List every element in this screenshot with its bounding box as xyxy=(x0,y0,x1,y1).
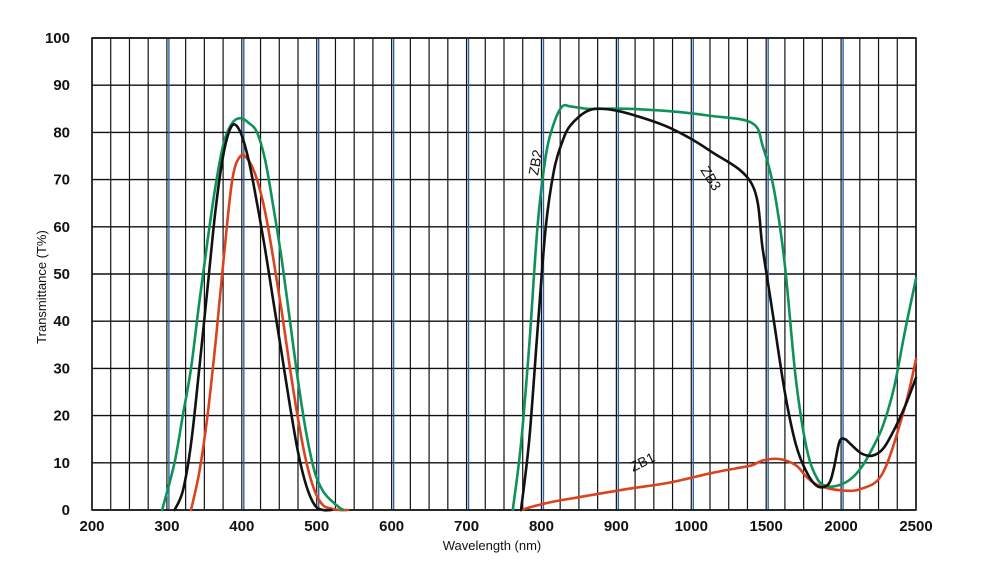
series-labels: ZB1 ZB2 ZB3 xyxy=(525,148,725,474)
x-tick-label: 600 xyxy=(379,518,404,535)
x-tick-label: 800 xyxy=(529,518,554,535)
x-tick-label: 300 xyxy=(154,518,179,535)
x-tick-label: 200 xyxy=(79,518,104,535)
x-tick-label: 700 xyxy=(454,518,479,535)
series-line-zb2 xyxy=(160,116,345,512)
y-tick-label: 90 xyxy=(53,77,70,94)
grid xyxy=(91,37,917,511)
y-tick-label: 40 xyxy=(53,313,70,330)
axes: 0 10 20 30 40 50 60 70 80 90 100 200 300 400 500 600 700… xyxy=(45,30,933,535)
series-line-zb1 xyxy=(189,153,350,512)
series-zb3 xyxy=(173,107,918,512)
series-zb1 xyxy=(189,153,918,512)
x-tick-label: 500 xyxy=(304,518,329,535)
x-tick-label: 1000 xyxy=(675,518,708,535)
x-tick-label: 1500 xyxy=(749,518,782,535)
y-tick-label: 30 xyxy=(53,360,70,377)
y-tick-label: 100 xyxy=(45,30,70,47)
x-tick-label: 2500 xyxy=(899,518,932,535)
y-tick-label: 20 xyxy=(53,408,70,425)
y-tick-label: 10 xyxy=(53,455,70,472)
series-line-zb3 xyxy=(173,122,333,512)
series-line-zb2 xyxy=(511,103,918,512)
series-zb2 xyxy=(160,103,918,512)
y-tick-label: 0 xyxy=(62,502,70,519)
series-label-zb3: ZB3 xyxy=(697,163,724,193)
y-tick-label: 80 xyxy=(53,124,70,141)
x-tick-label: 400 xyxy=(229,518,254,535)
y-tick-label: 60 xyxy=(53,219,70,236)
data-series xyxy=(160,103,918,512)
series-label-zb1: ZB1 xyxy=(627,449,657,475)
x-axis-label: Wavelength (nm) xyxy=(443,538,542,553)
plot-frame xyxy=(91,37,917,511)
series-label-zb2: ZB2 xyxy=(525,148,545,176)
series-line-zb3 xyxy=(519,107,918,512)
y-axis-label: Transmittance (T%) xyxy=(34,230,49,344)
x-tick-label: 2000 xyxy=(824,518,857,535)
series-line-zb1 xyxy=(519,357,918,512)
x-tick-label: 900 xyxy=(604,518,629,535)
y-tick-label: 70 xyxy=(53,172,70,189)
y-tick-label: 50 xyxy=(53,266,70,283)
